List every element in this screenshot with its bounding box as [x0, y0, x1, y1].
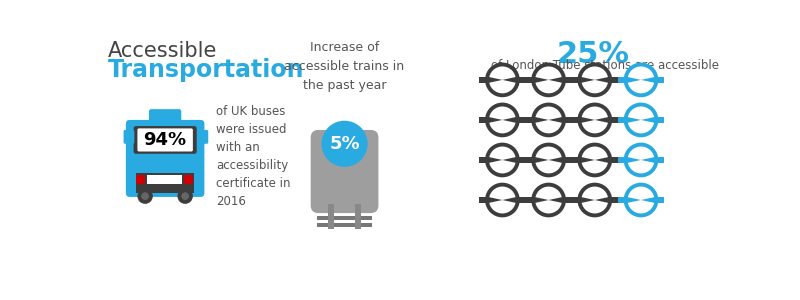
Wedge shape: [534, 120, 563, 135]
Bar: [317, 223, 372, 227]
FancyBboxPatch shape: [138, 128, 193, 152]
Bar: [479, 77, 526, 83]
Wedge shape: [626, 145, 656, 160]
Text: 94%: 94%: [143, 131, 186, 149]
Bar: [479, 157, 526, 163]
Wedge shape: [488, 200, 517, 215]
Wedge shape: [488, 65, 517, 80]
Bar: [572, 117, 618, 123]
Wedge shape: [488, 80, 517, 95]
Bar: [526, 77, 572, 83]
Wedge shape: [534, 200, 563, 215]
Bar: [136, 173, 194, 185]
Text: of London Tube stations are accessible: of London Tube stations are accessible: [491, 59, 719, 72]
Circle shape: [579, 104, 610, 135]
Circle shape: [142, 192, 149, 200]
Bar: [618, 157, 664, 163]
FancyBboxPatch shape: [310, 130, 378, 213]
Bar: [618, 77, 664, 83]
Wedge shape: [626, 200, 656, 215]
Circle shape: [579, 64, 610, 95]
Wedge shape: [626, 65, 656, 80]
FancyBboxPatch shape: [123, 130, 134, 144]
Bar: [526, 157, 572, 163]
Wedge shape: [488, 105, 517, 120]
Wedge shape: [580, 185, 610, 200]
Wedge shape: [488, 185, 517, 200]
Text: Increase of
accessible trains in
the past year: Increase of accessible trains in the pas…: [285, 41, 405, 92]
Wedge shape: [534, 185, 563, 200]
Circle shape: [626, 64, 656, 95]
Wedge shape: [580, 145, 610, 160]
Wedge shape: [534, 105, 563, 120]
Wedge shape: [488, 120, 517, 135]
Circle shape: [178, 188, 193, 204]
Wedge shape: [626, 80, 656, 95]
Wedge shape: [580, 105, 610, 120]
Text: of UK buses
were issued
with an
accessibility
certificate in
2016: of UK buses were issued with an accessib…: [216, 105, 290, 208]
FancyBboxPatch shape: [149, 109, 182, 126]
Circle shape: [579, 184, 610, 215]
Bar: [136, 176, 145, 184]
Text: Accessible: Accessible: [108, 41, 218, 62]
Circle shape: [322, 121, 368, 167]
Bar: [526, 197, 572, 203]
Circle shape: [534, 104, 564, 135]
FancyBboxPatch shape: [134, 126, 197, 154]
Wedge shape: [580, 200, 610, 215]
Circle shape: [579, 145, 610, 176]
Circle shape: [626, 104, 656, 135]
Wedge shape: [626, 160, 656, 175]
Wedge shape: [626, 120, 656, 135]
Circle shape: [534, 184, 564, 215]
Bar: [146, 176, 182, 184]
Circle shape: [534, 64, 564, 95]
Bar: [317, 202, 372, 206]
Wedge shape: [580, 160, 610, 175]
Circle shape: [534, 145, 564, 176]
Bar: [479, 197, 526, 203]
Wedge shape: [488, 160, 517, 175]
Bar: [618, 117, 664, 123]
Wedge shape: [626, 105, 656, 120]
Wedge shape: [626, 185, 656, 200]
Bar: [328, 204, 334, 229]
Bar: [184, 176, 193, 184]
Wedge shape: [534, 80, 563, 95]
Bar: [136, 184, 194, 193]
Bar: [526, 117, 572, 123]
Text: Transportation: Transportation: [108, 58, 305, 82]
Bar: [317, 209, 372, 213]
Wedge shape: [534, 160, 563, 175]
Wedge shape: [534, 65, 563, 80]
Wedge shape: [534, 145, 563, 160]
FancyBboxPatch shape: [198, 130, 208, 144]
Circle shape: [182, 192, 189, 200]
Wedge shape: [580, 120, 610, 135]
Circle shape: [626, 145, 656, 176]
Bar: [572, 77, 618, 83]
Bar: [572, 157, 618, 163]
Wedge shape: [488, 145, 517, 160]
Circle shape: [626, 184, 656, 215]
Wedge shape: [580, 65, 610, 80]
Circle shape: [487, 64, 518, 95]
Circle shape: [487, 184, 518, 215]
Bar: [618, 197, 664, 203]
Circle shape: [138, 188, 153, 204]
Bar: [479, 117, 526, 123]
Bar: [572, 197, 618, 203]
Wedge shape: [580, 80, 610, 95]
Circle shape: [487, 104, 518, 135]
Circle shape: [487, 145, 518, 176]
Bar: [355, 204, 362, 229]
FancyBboxPatch shape: [126, 120, 205, 197]
Text: 25%: 25%: [557, 40, 630, 69]
Bar: [317, 216, 372, 220]
Text: 5%: 5%: [330, 135, 360, 153]
